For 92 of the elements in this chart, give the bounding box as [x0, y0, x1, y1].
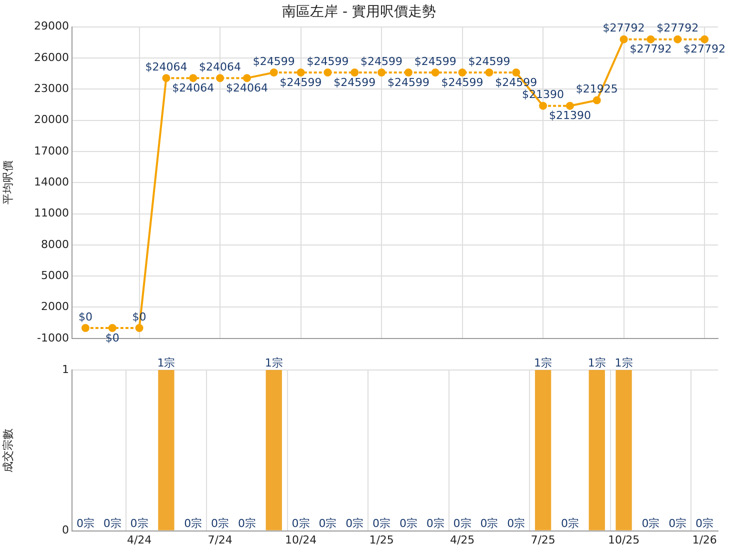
- data-label: 0宗: [346, 517, 364, 530]
- data-label: $24599: [252, 54, 295, 68]
- point: [431, 68, 440, 77]
- point: [566, 102, 574, 110]
- data-label: 0宗: [480, 517, 498, 530]
- data-label: 1宗: [534, 356, 552, 370]
- x-tick-label: 4/24: [126, 533, 152, 546]
- y-tick-label: 14000: [34, 175, 69, 188]
- data-label: 0宗: [696, 517, 714, 530]
- data-label: $24599: [387, 76, 430, 89]
- data-label: 0宗: [76, 517, 94, 530]
- data-label: 0宗: [211, 517, 230, 530]
- y-tick-label: 29000: [34, 20, 69, 33]
- y-tick-label: 1: [62, 362, 69, 376]
- y-axis-title: 平均呎價: [1, 160, 14, 205]
- data-label: 0宗: [103, 517, 122, 530]
- point: [108, 324, 116, 332]
- point: [350, 68, 359, 77]
- x-tick-label: 1/25: [369, 533, 394, 546]
- data-label: $24599: [280, 76, 322, 89]
- data-label: $24064: [226, 81, 268, 94]
- point: [458, 68, 466, 77]
- data-label: 0宗: [642, 517, 660, 530]
- x-tick-label: 4/25: [450, 533, 475, 546]
- point: [700, 35, 709, 44]
- data-label: $0: [105, 331, 120, 344]
- data-label: 0宗: [453, 517, 472, 530]
- data-label: 0宗: [292, 517, 310, 530]
- data-label: 0宗: [372, 517, 391, 530]
- x-tick-label: 7/24: [208, 533, 232, 546]
- data-label: $24064: [172, 81, 214, 94]
- y-tick-label: 5000: [41, 268, 69, 282]
- point: [242, 74, 251, 82]
- data-label: 1宗: [588, 356, 606, 370]
- data-label: $24064: [199, 60, 242, 74]
- data-label: 1宗: [264, 356, 283, 370]
- data-label: $27792: [630, 42, 672, 56]
- point: [674, 35, 682, 44]
- data-label: 0宗: [560, 517, 579, 530]
- point: [512, 68, 520, 77]
- point: [189, 74, 198, 82]
- data-label: 0宗: [426, 517, 444, 530]
- data-label: 0宗: [130, 517, 148, 530]
- point: [485, 68, 494, 77]
- chart-title: 南區左岸 - 實用呎價走勢: [282, 4, 436, 20]
- point: [216, 74, 224, 82]
- y-axis-title: 成交宗數: [1, 428, 14, 472]
- point: [81, 324, 90, 332]
- y-tick-label: 20000: [34, 113, 69, 126]
- point: [646, 35, 655, 44]
- x-tick-label: 10/25: [608, 533, 640, 546]
- point: [162, 74, 170, 82]
- data-label: 0宗: [507, 517, 526, 530]
- data-label: $24599: [441, 76, 484, 89]
- data-label: 0宗: [238, 517, 256, 530]
- y-tick-label: 0: [62, 524, 69, 537]
- data-label: 1宗: [614, 356, 633, 370]
- point: [592, 96, 601, 104]
- data-label: 1宗: [157, 356, 176, 370]
- data-label: $24599: [306, 54, 349, 68]
- y-tick-label: 2000: [41, 300, 69, 314]
- point: [378, 68, 386, 77]
- point: [404, 68, 412, 77]
- y-tick-label: -1000: [37, 331, 69, 344]
- data-label: $0: [78, 310, 92, 324]
- data-label: $24599: [360, 54, 403, 68]
- y-tick-label: 8000: [41, 238, 69, 251]
- data-label: $24064: [145, 60, 188, 74]
- y-tick-label: 23000: [34, 82, 69, 95]
- data-label: $21390: [548, 109, 591, 122]
- x-tick-label: 1/26: [692, 533, 717, 546]
- point: [620, 35, 628, 44]
- point: [324, 68, 332, 77]
- data-label: $24599: [334, 76, 376, 89]
- data-label: 0宗: [318, 517, 337, 530]
- data-label: 0宗: [399, 517, 418, 530]
- y-tick-label: 17000: [34, 144, 69, 158]
- data-label: $24599: [468, 54, 510, 68]
- x-tick-label: 7/25: [530, 533, 556, 546]
- point: [539, 102, 548, 110]
- point: [135, 324, 144, 332]
- data-label: $24599: [414, 54, 456, 68]
- point: [296, 68, 305, 77]
- point: [270, 68, 278, 77]
- data-label: 0宗: [668, 517, 687, 530]
- data-label: $27792: [684, 42, 726, 56]
- data-label: $27792: [602, 22, 645, 35]
- y-tick-label: 11000: [34, 206, 69, 220]
- data-label: $27792: [656, 22, 699, 35]
- data-label: 0宗: [184, 517, 202, 530]
- x-tick-label: 10/24: [284, 533, 317, 546]
- y-tick-label: 26000: [34, 50, 69, 64]
